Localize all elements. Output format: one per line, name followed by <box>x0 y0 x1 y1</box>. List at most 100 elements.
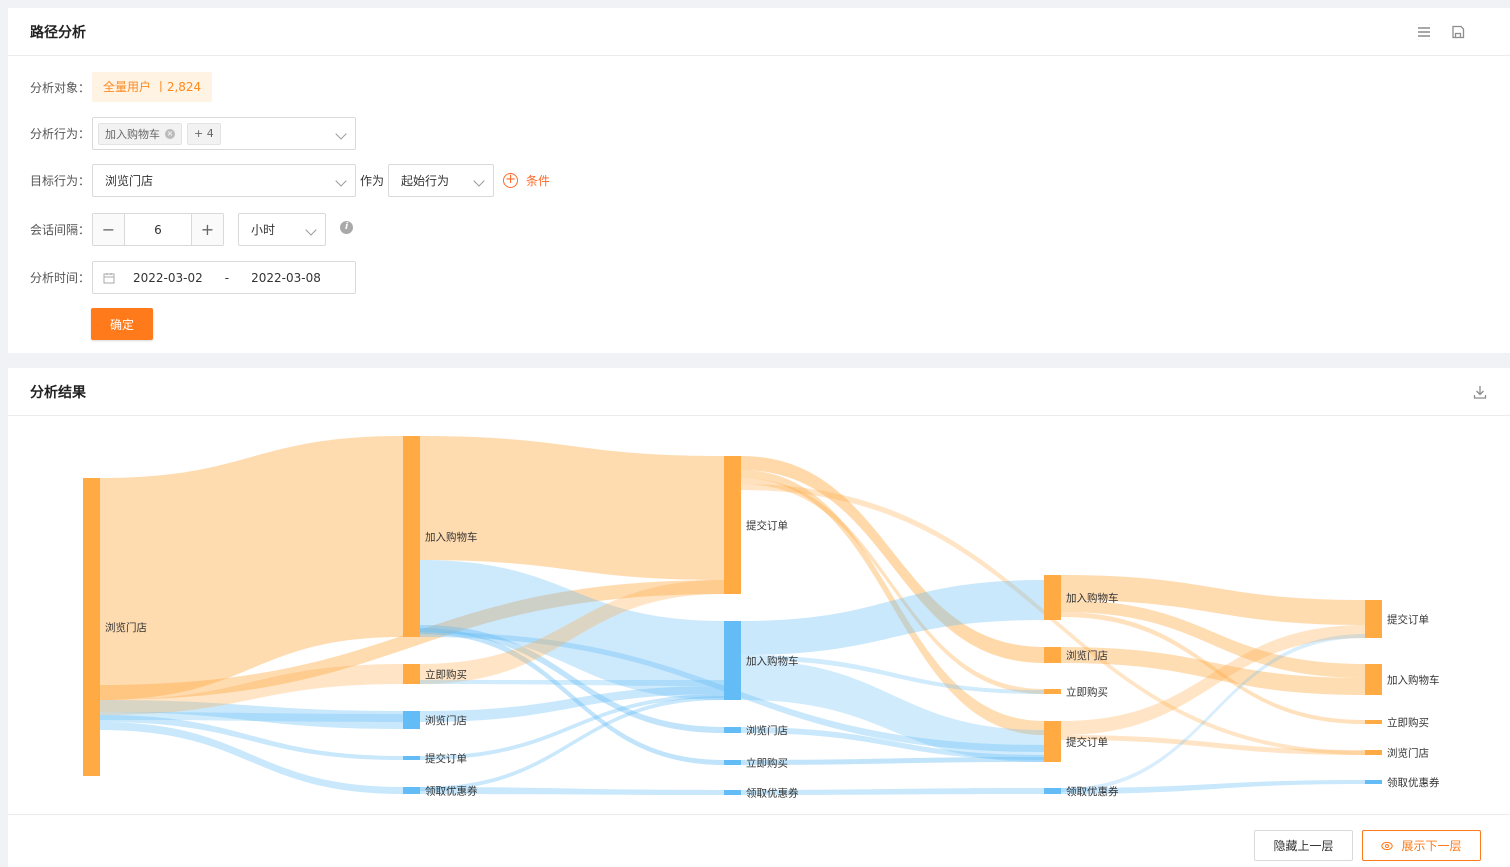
start-role-select[interactable]: 起始行为 <box>388 164 495 197</box>
chip-close-icon[interactable]: × <box>165 128 175 139</box>
info-icon[interactable]: i <box>340 221 353 234</box>
increment-button[interactable]: + <box>192 214 223 245</box>
sankey-link[interactable] <box>420 560 724 700</box>
show-next-layer-button[interactable]: 展示下一层 <box>1362 830 1481 861</box>
menu-icon[interactable] <box>1416 24 1432 40</box>
behavior-label: 分析行为： <box>30 127 91 141</box>
config-panel: 路径分析 分析对象： 全量用户 丨2,824 分析行为： 加入购物车 × + 4… <box>8 8 1510 353</box>
sankey-node-l2-coupon[interactable] <box>724 790 741 795</box>
sankey-node-l3-coupon[interactable] <box>1044 788 1061 794</box>
sankey-node-l2-store[interactable] <box>724 727 741 733</box>
sankey-link[interactable] <box>1061 625 1365 735</box>
sankey-link[interactable] <box>420 787 724 795</box>
interval-input[interactable]: 6 <box>124 214 192 245</box>
sankey-link[interactable] <box>1061 735 1365 755</box>
confirm-button[interactable]: 确定 <box>91 308 153 340</box>
decrement-button[interactable]: − <box>93 214 124 245</box>
subject-tag[interactable]: 全量用户 丨2,824 <box>92 72 213 102</box>
date-start[interactable]: 2022-03-02 <box>133 270 203 285</box>
time-row: 分析时间： 2022-03-02 - 2022-03-08 <box>30 261 356 294</box>
interval-unit-select[interactable]: 小时 <box>238 213 326 246</box>
sankey-node-l4-buy[interactable] <box>1365 720 1382 724</box>
sankey-link[interactable] <box>420 436 724 580</box>
sankey-node-l1-cart[interactable] <box>403 436 420 637</box>
sankey-node-l2-buy[interactable] <box>724 760 741 765</box>
sankey-link[interactable] <box>741 788 1044 795</box>
result-footer: 隐藏上一层 展示下一层 <box>8 814 1510 867</box>
save-icon[interactable] <box>1450 24 1466 40</box>
sankey-link[interactable] <box>420 625 724 733</box>
sankey-link[interactable] <box>1061 647 1365 695</box>
sankey-link[interactable] <box>420 694 724 760</box>
sankey-node-l0[interactable] <box>83 478 100 776</box>
sankey-node-l1-buy[interactable] <box>403 664 420 684</box>
plus-circle-icon: + <box>503 173 519 188</box>
sankey-link[interactable] <box>100 715 403 760</box>
sankey-link[interactable] <box>741 470 1044 735</box>
sankey-node-l1-order[interactable] <box>403 756 420 760</box>
time-label: 分析时间： <box>30 271 91 285</box>
sankey-node-label: 提交订单 <box>1387 613 1429 626</box>
chevron-down-icon <box>335 175 347 187</box>
sankey-link[interactable] <box>100 436 403 700</box>
download-icon[interactable] <box>1472 384 1488 400</box>
sankey-link[interactable] <box>420 680 724 686</box>
sankey-node-l4-coupon[interactable] <box>1365 780 1382 784</box>
sankey-node-l4-cart[interactable] <box>1365 664 1382 695</box>
sankey-node-l3-cart[interactable] <box>1044 575 1061 620</box>
behavior-select[interactable]: 加入购物车 × + 4 <box>92 117 356 150</box>
target-row: 目标行为： 浏览门店 作为 起始行为 + 条件 <box>30 164 550 197</box>
interval-label: 会话间隔： <box>30 223 91 237</box>
behavior-more-chip[interactable]: + 4 <box>187 122 221 145</box>
sankey-link[interactable] <box>420 696 724 791</box>
target-select[interactable]: 浏览门店 <box>92 164 356 197</box>
sankey-link[interactable] <box>741 757 1044 765</box>
chevron-down-icon <box>305 224 317 236</box>
sankey-link[interactable] <box>741 478 1044 694</box>
sankey-node-l3-order[interactable] <box>1044 721 1061 762</box>
sankey-node-l3-buy[interactable] <box>1044 689 1061 694</box>
sankey-link[interactable] <box>420 628 724 765</box>
sankey-link[interactable] <box>741 456 1044 663</box>
result-panel: 分析结果 浏览门店 加入购物车 立即购买 浏览门店 提交订单 领取优惠券 提交订单 加入购物车… <box>8 368 1510 867</box>
sankey-link[interactable] <box>100 712 403 722</box>
start-role-value: 起始行为 <box>401 174 450 188</box>
date-end[interactable]: 2022-03-08 <box>251 270 321 285</box>
sankey-link[interactable] <box>100 580 724 700</box>
add-condition-button[interactable]: + 条件 <box>503 172 550 189</box>
sankey-node-label: 领取优惠券 <box>746 787 799 800</box>
sankey-node-label: 浏览门店 <box>1066 649 1108 662</box>
sankey-node-l2-cart[interactable] <box>724 621 741 700</box>
sankey-link[interactable] <box>100 700 403 729</box>
sankey-node-l2-order[interactable] <box>724 456 741 594</box>
sankey-link[interactable] <box>741 727 1044 760</box>
sankey-link[interactable] <box>1061 612 1365 724</box>
sankey-link[interactable] <box>420 686 724 722</box>
sankey-node-label: 领取优惠券 <box>425 785 478 798</box>
config-panel-header: 路径分析 <box>8 8 1510 56</box>
sankey-link[interactable] <box>741 660 1044 762</box>
sankey-node-label: 加入购物车 <box>746 655 799 668</box>
sankey-node-l4-store[interactable] <box>1365 750 1382 755</box>
sankey-node-l4-order[interactable] <box>1365 600 1382 638</box>
date-separator: - <box>224 270 230 285</box>
sankey-link[interactable] <box>741 655 1044 694</box>
page-title: 路径分析 <box>30 24 86 41</box>
sankey-node-label: 立即购买 <box>1387 716 1429 729</box>
sankey-link[interactable] <box>420 580 724 684</box>
sankey-node-l1-store[interactable] <box>403 711 420 729</box>
sankey-link[interactable] <box>100 664 403 715</box>
sankey-node-l1-coupon[interactable] <box>403 787 420 794</box>
chevron-down-icon <box>473 175 485 187</box>
result-title: 分析结果 <box>30 384 86 401</box>
sankey-node-l3-store[interactable] <box>1044 647 1061 663</box>
sankey-link[interactable] <box>100 722 403 794</box>
behavior-row: 分析行为： 加入购物车 × + 4 <box>30 117 356 150</box>
sankey-link[interactable] <box>1061 780 1365 794</box>
sankey-link[interactable] <box>1061 634 1365 792</box>
sankey-link[interactable] <box>1061 575 1365 625</box>
hide-prev-layer-button[interactable]: 隐藏上一层 <box>1254 830 1353 861</box>
date-range-picker[interactable]: 2022-03-02 - 2022-03-08 <box>92 261 356 294</box>
sankey-link[interactable] <box>741 580 1044 655</box>
sankey-link[interactable] <box>1061 600 1365 678</box>
